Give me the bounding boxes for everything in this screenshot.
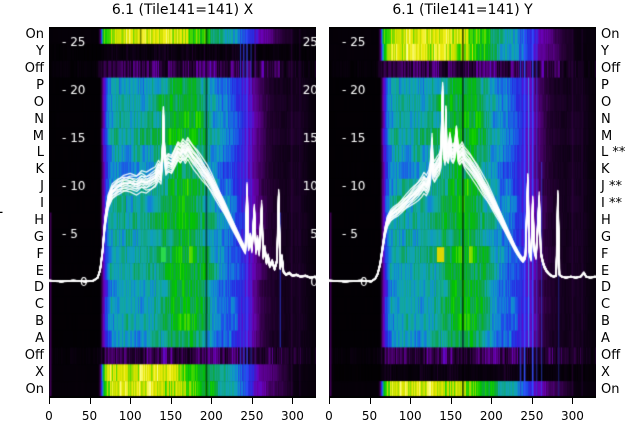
heatmap-panel-x: [49, 27, 316, 398]
row-label-left-11: H: [34, 212, 44, 228]
row-label-left-16: C: [34, 297, 44, 313]
x-tick-1-2: [410, 398, 412, 404]
x-tick-label-1-4: 200: [479, 409, 503, 423]
row-label-right-11: H: [601, 212, 611, 228]
x-tick-1-5: [531, 398, 533, 404]
row-label-right-16: C: [601, 297, 611, 313]
x-tick-label-0-3: 150: [159, 409, 183, 423]
x-tick-1-0: [329, 398, 330, 404]
row-label-left-5: N: [34, 111, 44, 127]
x-tick-label-1-2: 100: [398, 409, 422, 423]
row-label-left-20: X: [35, 364, 44, 380]
row-label-left-10: I: [40, 196, 44, 212]
row-label-right-14: E: [601, 263, 610, 279]
row-label-right-10: I **: [601, 196, 622, 212]
row-label-right-9: J **: [601, 179, 622, 195]
row-label-left-8: K: [35, 162, 44, 178]
x-tick-label-0-2: 100: [118, 409, 142, 423]
row-label-column-left: On Y Off P O N M L K J I H G F E D C B A Off X On: [0, 27, 44, 398]
row-label-left-4: O: [33, 94, 44, 110]
x-tick-1-1: [369, 398, 371, 404]
x-tick-label-1-3: 150: [439, 409, 463, 423]
x-tick-0-0: [49, 398, 50, 404]
panel-title-y: 6.1 (Tile141=141) Y: [392, 2, 533, 18]
row-label-left-6: M: [32, 128, 44, 144]
row-label-right-21: On: [601, 381, 620, 397]
row-label-right-1: Y: [601, 44, 609, 60]
row-label-right-15: D: [601, 280, 612, 296]
x-tick-label-1-1: 50: [361, 409, 378, 423]
heatmap-panel-y: [329, 27, 596, 398]
row-label-right-12: G: [601, 229, 612, 245]
row-label-left-3: P: [36, 78, 44, 94]
row-label-left-0: On: [25, 27, 44, 43]
x-tick-0-3: [170, 398, 172, 404]
x-tick-label-1-5: 250: [520, 409, 544, 423]
x-tick-1-4: [491, 398, 493, 404]
row-label-left-21: On: [25, 381, 44, 397]
row-label-right-5: N: [601, 111, 611, 127]
row-label-right-18: A: [601, 330, 610, 346]
x-tick-label-1-0: 0: [325, 409, 333, 423]
x-tick-0-2: [130, 398, 132, 404]
x-tick-1-3: [450, 398, 452, 404]
row-label-left-13: F: [36, 246, 44, 262]
x-tick-label-0-0: 0: [45, 409, 53, 423]
row-label-left-2: Off: [24, 61, 44, 77]
row-label-right-13: F: [601, 246, 609, 262]
row-label-left-1: Y: [36, 44, 44, 60]
row-label-right-8: K: [601, 162, 610, 178]
x-tick-0-1: [89, 398, 91, 404]
x-tick-1-6: [572, 398, 574, 404]
x-tick-label-0-4: 200: [199, 409, 223, 423]
x-tick-label-0-5: 250: [240, 409, 264, 423]
x-tick-0-4: [211, 398, 213, 404]
row-label-right-19: Off: [601, 347, 621, 363]
x-tick-label-0-6: 300: [281, 409, 304, 423]
row-label-right-17: B: [601, 314, 610, 330]
row-label-right-4: O: [601, 94, 612, 110]
row-label-left-7: L: [36, 145, 44, 161]
row-label-left-12: G: [33, 229, 44, 245]
row-label-right-6: M: [601, 128, 613, 144]
row-label-left-19: Off: [24, 347, 44, 363]
row-label-left-18: A: [35, 330, 44, 346]
row-label-right-3: P: [601, 78, 609, 94]
row-label-left-14: E: [35, 263, 44, 279]
x-tick-label-0-1: 50: [81, 409, 98, 423]
x-tick-0-5: [251, 398, 253, 404]
row-label-right-20: X: [601, 364, 610, 380]
row-label-right-0: On: [601, 27, 620, 43]
row-label-left-9: J: [40, 179, 44, 195]
x-tick-0-6: [292, 398, 294, 404]
x-tick-label-1-6: 300: [561, 409, 584, 423]
row-label-left-15: D: [33, 280, 44, 296]
row-label-left-17: B: [35, 314, 44, 330]
row-label-right-2: Off: [601, 61, 621, 77]
panel-title-x: 6.1 (Tile141=141) X: [111, 2, 254, 18]
row-label-column-right: On Y Off P O N M L ** K J ** I ** H G F E D C B A Off X On: [601, 27, 640, 398]
row-label-right-7: L **: [601, 145, 626, 161]
